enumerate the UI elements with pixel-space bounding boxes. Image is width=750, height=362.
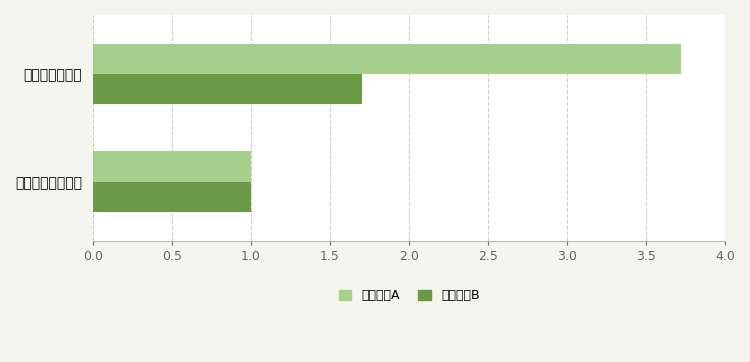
Bar xyxy=(93,151,251,182)
Bar xyxy=(93,182,251,212)
Legend: 香気成分A, 香気成分B: 香気成分A, 香気成分B xyxy=(339,289,479,302)
Bar xyxy=(93,74,362,104)
Bar xyxy=(93,44,681,74)
